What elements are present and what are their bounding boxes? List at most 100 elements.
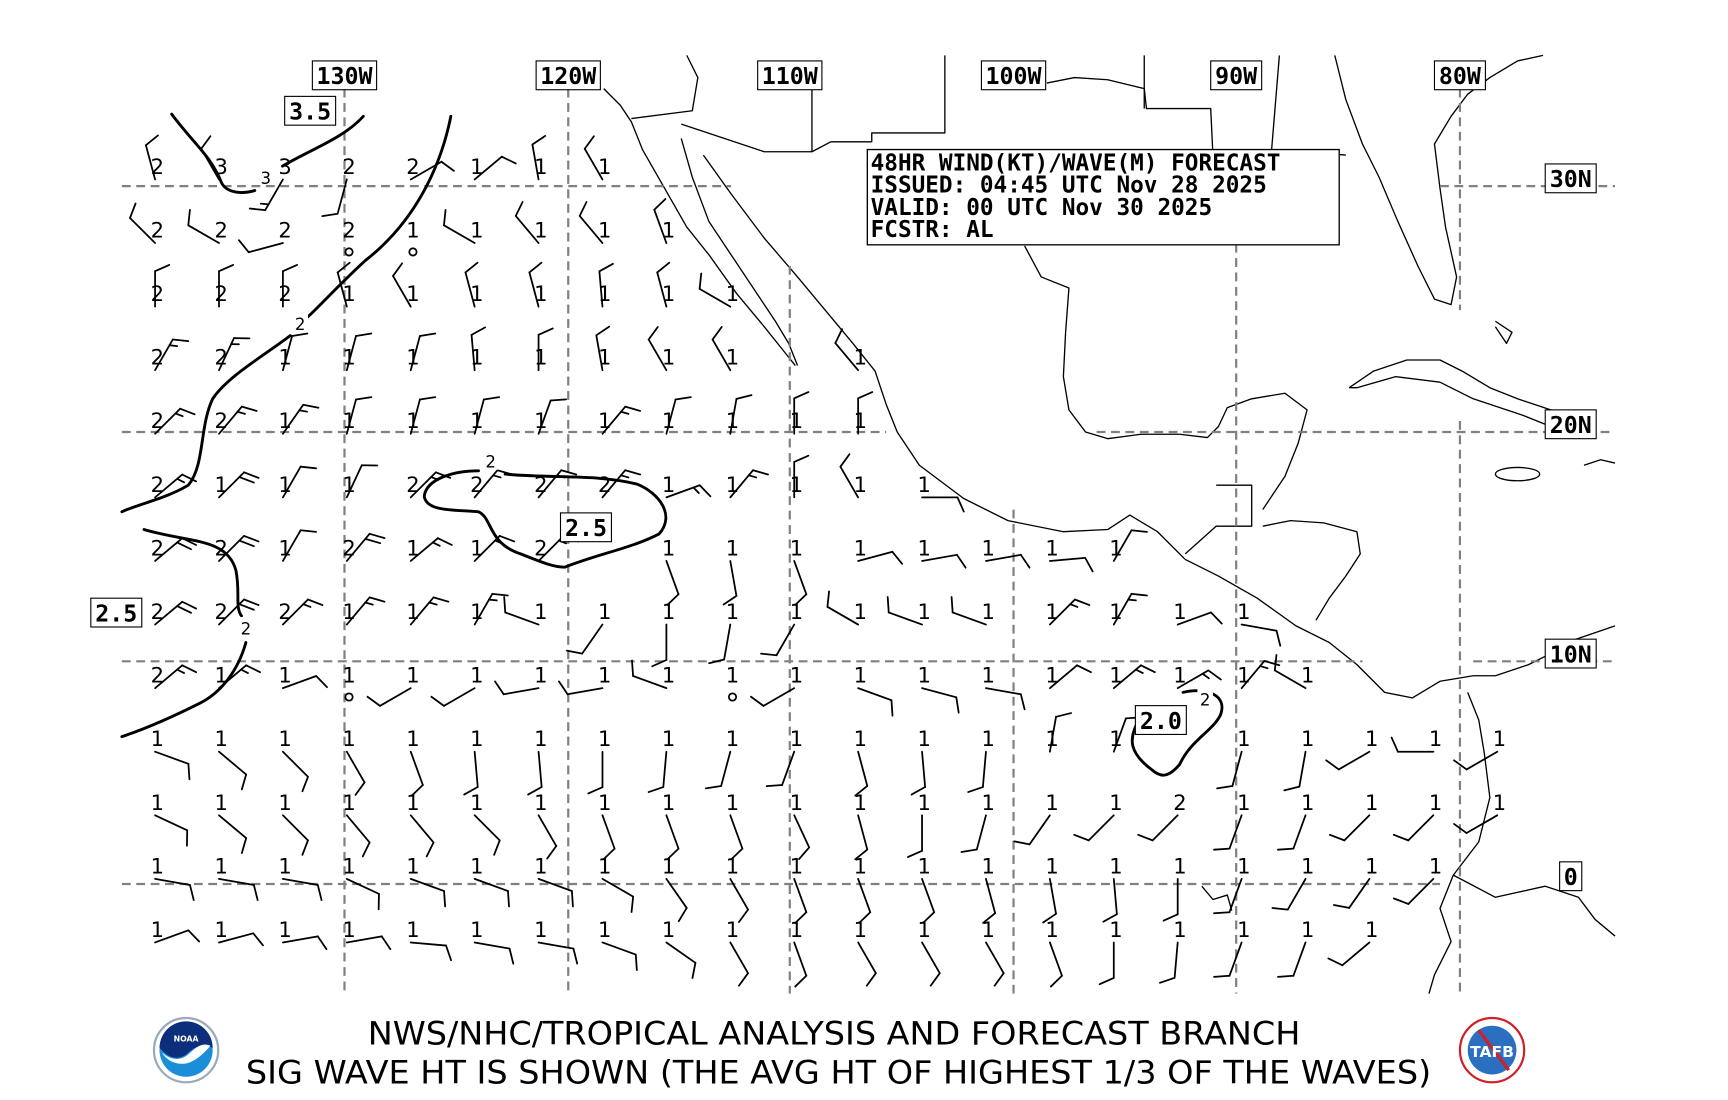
wind-barb-feather	[445, 944, 452, 962]
wind-barb-staff	[473, 814, 501, 842]
wind-barb-staff	[1228, 878, 1243, 914]
wave-height-value: 1	[151, 790, 164, 815]
wind-barb-feather	[494, 680, 505, 696]
wind-barb-feather	[291, 332, 309, 337]
wind-barb-staff	[443, 687, 476, 707]
wind-barb-feather	[145, 134, 159, 147]
wind-barb-feather	[692, 486, 700, 494]
wind-barb-staff	[857, 687, 893, 702]
wind-barb-feather	[1283, 785, 1301, 792]
wind-barb-staff	[409, 335, 421, 372]
wind-barb-staff	[537, 814, 558, 847]
wind-barb-staff	[581, 623, 604, 655]
wind-barb-feather	[1273, 654, 1278, 672]
wave-height-value: 1	[662, 790, 675, 815]
wave-height-value: 1	[726, 663, 739, 688]
wind-barb-feather	[176, 605, 192, 614]
wind-barb-staff	[537, 750, 543, 788]
wind-barb-staff	[1048, 878, 1057, 915]
wind-barb-staff	[282, 750, 309, 778]
wind-barb-feather	[179, 407, 196, 416]
wave-height-value: 2	[151, 663, 164, 688]
wave-height-value: 1	[406, 599, 419, 624]
wind-barb-staff	[793, 560, 808, 596]
wind-barb-feather	[906, 849, 923, 858]
wind-barb-staff	[793, 941, 808, 977]
wind-barb-feather	[587, 786, 604, 795]
contour-label: 2	[1200, 691, 1211, 710]
wind-barb-feather	[760, 652, 778, 657]
wind-barb-staff	[921, 941, 941, 975]
wave-height-value: 1	[1237, 853, 1250, 878]
wind-barb-feather	[1127, 598, 1137, 602]
wind-barb-staff	[665, 560, 680, 596]
wave-height-value: 1	[534, 853, 547, 878]
wave-height-value: 1	[406, 218, 419, 243]
wind-barb-feather	[602, 847, 616, 861]
wind-barb-feather	[496, 469, 514, 476]
wind-barb-staff	[409, 398, 421, 435]
wind-barb-feather	[236, 410, 246, 415]
wind-barb-feather	[171, 338, 190, 343]
wind-barb-feather	[1134, 668, 1144, 674]
wind-barb-staff	[409, 160, 443, 181]
wave-height-value: 1	[790, 599, 803, 624]
wind-barb-feather	[240, 837, 248, 854]
wind-barb-feather	[956, 496, 965, 513]
footer: NOAA NWS/NHC/TROPICAL ANALYSIS AND FOREC…	[152, 1015, 1526, 1091]
wave-height-value: 1	[278, 535, 291, 560]
calm-wind-circle	[344, 247, 354, 257]
wind-barb-staff	[282, 878, 319, 886]
wind-barb-staff	[1087, 814, 1115, 842]
wind-barb-feather	[890, 699, 894, 717]
wave-height-value: 2	[215, 281, 228, 306]
wind-barb-feather	[858, 911, 872, 924]
wind-barb-feather	[218, 263, 235, 273]
wind-barb-staff	[583, 147, 604, 181]
wave-height-value: 1	[790, 472, 803, 497]
wind-barb-feather	[1453, 759, 1468, 771]
lon-label: 80W	[1439, 63, 1481, 90]
wave-height-value: 1	[726, 345, 739, 370]
wind-barb-staff	[598, 270, 604, 308]
wind-barb-feather	[482, 396, 501, 401]
wind-barb-staff	[665, 814, 680, 850]
wave-height-value: 1	[1045, 790, 1058, 815]
wave-height-value: 1	[342, 663, 355, 688]
wave-height-value: 1	[470, 663, 483, 688]
wave-height-value: 1	[981, 790, 994, 815]
wind-barb-feather	[1019, 553, 1031, 569]
wind-barb-feather	[430, 695, 445, 707]
wind-barb-feather	[488, 598, 498, 602]
wind-barb-feather	[364, 601, 374, 606]
wave-height-value: 1	[1173, 663, 1186, 688]
wind-barb-feather	[494, 539, 504, 545]
wind-barb-staff	[857, 941, 877, 975]
wave-height-value: 1	[726, 408, 739, 433]
wind-barb-feather	[425, 841, 435, 858]
wave-height-value: 1	[534, 663, 547, 688]
wind-barb-feather	[430, 476, 440, 481]
wind-barb-staff	[1465, 750, 1499, 771]
wave-height-value: 1	[662, 663, 675, 688]
wind-barb-staff	[537, 941, 575, 950]
wave-height-value: 1	[1493, 790, 1506, 815]
wave-height-value: 1	[790, 408, 803, 433]
wind-barb-staff	[470, 334, 476, 372]
wave-height-value: 1	[278, 408, 291, 433]
wind-barb-staff	[218, 814, 248, 839]
valid-time: VALID: 00 UTC Nov 30 2025	[871, 195, 1212, 221]
wind-barb-feather	[301, 775, 309, 793]
wind-barb-feather	[572, 947, 579, 965]
wind-barb-feather	[1271, 907, 1289, 911]
wave-height-value: 1	[342, 917, 355, 942]
wave-height-value: 2	[278, 599, 291, 624]
wave-height-value: 1	[598, 599, 611, 624]
wind-barb-staff	[473, 155, 503, 181]
wave-height-value: 1	[598, 408, 611, 433]
wind-barb-feather	[620, 410, 630, 415]
wave-height-value: 1	[726, 917, 739, 942]
wind-barb-feather	[1073, 833, 1090, 842]
wave-height-value: 1	[598, 790, 611, 815]
